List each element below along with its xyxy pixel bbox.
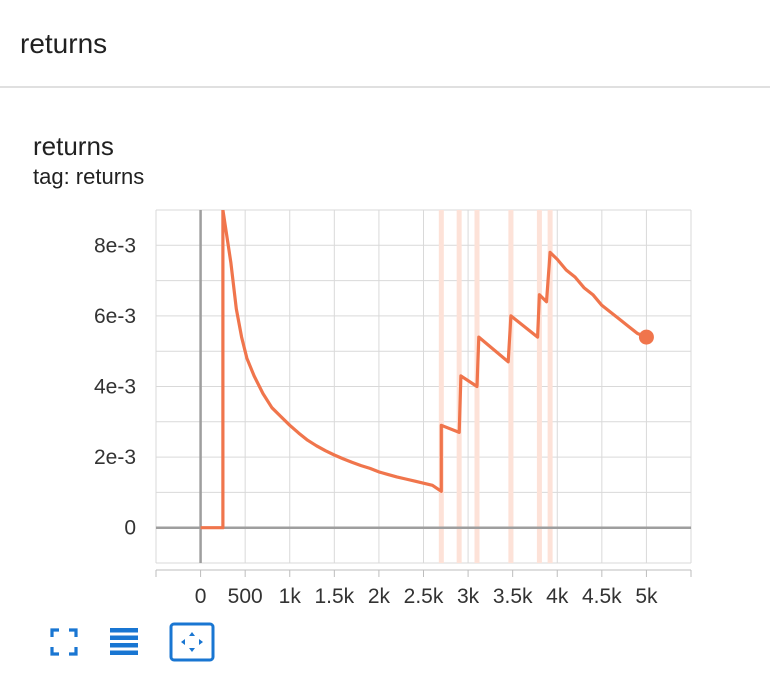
- line-chart: 0 500 1k 1.5k 2k 2.5k 3k 3.5k 4k 4.5k 5k 0 2e-3 4e-3 6…: [94, 209, 692, 608]
- x-tick-label: 0: [195, 585, 207, 608]
- y-tick-label: 8e-3: [94, 234, 136, 257]
- y-tick-label: 0: [124, 517, 136, 540]
- fit-domain-icon: [169, 622, 215, 662]
- y-tick-label: 2e-3: [94, 446, 136, 469]
- y-tick-label: 4e-3: [94, 376, 136, 399]
- fullscreen-button[interactable]: [44, 622, 84, 662]
- x-tick-label: 3k: [457, 585, 480, 608]
- chart-grid: [155, 209, 692, 564]
- tick-labels: 0 500 1k 1.5k 2k 2.5k 3k 3.5k 4k 4.5k 5k 0 2e-3 4e-3 6…: [94, 234, 658, 608]
- chart-toolbar: [44, 622, 244, 662]
- x-tick-label: 2.5k: [404, 585, 444, 608]
- x-tick-label: 2k: [368, 585, 391, 608]
- x-tick-label: 500: [228, 585, 263, 608]
- chart-axes: [155, 210, 692, 577]
- page-title: returns: [20, 28, 108, 59]
- x-tick-label: 3.5k: [493, 585, 533, 608]
- y-tick-label: 6e-3: [94, 305, 136, 328]
- series-line: [200, 210, 647, 530]
- x-tick-label: 4.5k: [582, 585, 622, 608]
- fit-domain-button[interactable]: [168, 622, 215, 662]
- x-tick-label: 1.5k: [314, 585, 354, 608]
- card-subtitle: tag: returns: [33, 164, 145, 189]
- fullscreen-icon: [50, 628, 78, 656]
- series-end-marker: [638, 329, 654, 345]
- x-tick-label: 4k: [546, 585, 569, 608]
- x-tick-label: 5k: [635, 585, 658, 608]
- card-title: returns: [33, 131, 114, 161]
- page-header: returns: [0, 0, 770, 88]
- x-tick-label: 1k: [279, 585, 302, 608]
- toggle-y-log-button[interactable]: [104, 622, 144, 662]
- series-group: [200, 210, 654, 530]
- toggle-y-log-icon: [110, 628, 138, 655]
